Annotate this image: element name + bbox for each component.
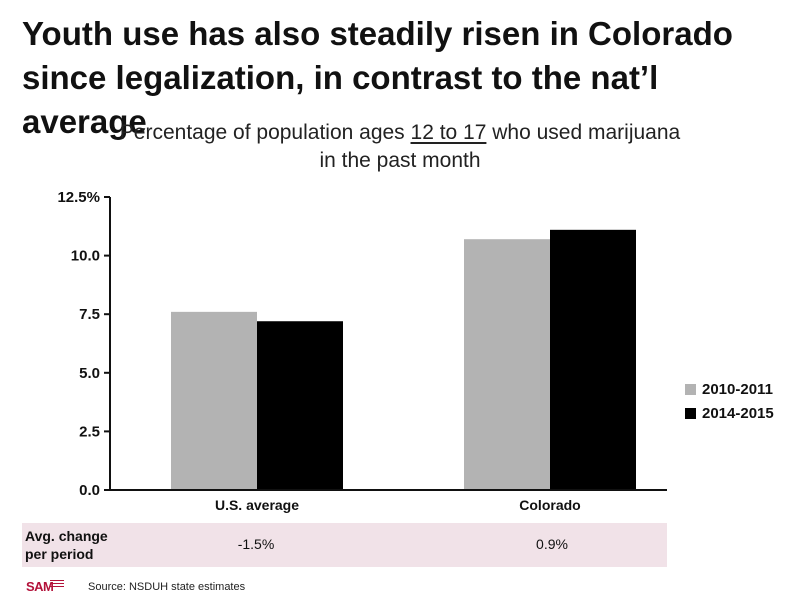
sam-logo-text: SAM xyxy=(26,579,54,594)
subtitle-text-pre: Percentage of population ages xyxy=(119,121,411,144)
avg-change-us: -1.5% xyxy=(237,536,275,552)
sam-logo: SAM xyxy=(26,578,66,596)
source-note: Source: NSDUH state estimates xyxy=(88,581,246,593)
chart-legend: 2010-2011 2014-2015 xyxy=(685,377,774,425)
subtitle-text-post: who used marijuana in the past month xyxy=(319,121,681,172)
legend-item-2010-2011: 2010-2011 xyxy=(685,377,774,401)
x-category-label: Colorado xyxy=(519,497,580,513)
subtitle-age-range: 12 to 17 xyxy=(410,121,487,144)
chart-headline: Youth use has also steadily risen in Col… xyxy=(22,15,733,140)
y-tick-label: 7.5 xyxy=(79,306,100,323)
chart-subtitle: Percentage of population ages 12 to 17 w… xyxy=(110,119,690,175)
legend-label-2010-2011: 2010-2011 xyxy=(702,380,773,398)
y-tick-label: 12.5% xyxy=(57,189,100,206)
avg-change-label: Avg. change per period xyxy=(25,528,108,562)
y-tick-label: 0.0 xyxy=(79,482,100,499)
legend-item-2014-2015: 2014-2015 xyxy=(685,401,774,425)
bar-u-s-average-2014-2015 xyxy=(257,321,343,490)
legend-swatch-2014-2015 xyxy=(685,407,696,419)
bar-colorado-2010-2011 xyxy=(464,239,550,490)
legend-label-2014-2015: 2014-2015 xyxy=(702,404,774,422)
x-category-label: U.S. average xyxy=(215,497,299,513)
y-tick-label: 2.5 xyxy=(79,423,100,440)
sam-logo-lines xyxy=(50,580,64,589)
avg-change-row: Avg. change per period -1.5% 0.9% xyxy=(22,523,667,567)
footer: SAM Source: NSDUH state estimates xyxy=(26,578,245,596)
y-tick-label: 10.0 xyxy=(71,248,100,265)
bar-colorado-2014-2015 xyxy=(550,229,636,491)
bar-u-s-average-2010-2011 xyxy=(171,311,257,490)
y-tick-label: 5.0 xyxy=(79,365,100,382)
avg-change-colorado: 0.9% xyxy=(536,536,568,552)
legend-swatch-2010-2011 xyxy=(685,383,696,395)
